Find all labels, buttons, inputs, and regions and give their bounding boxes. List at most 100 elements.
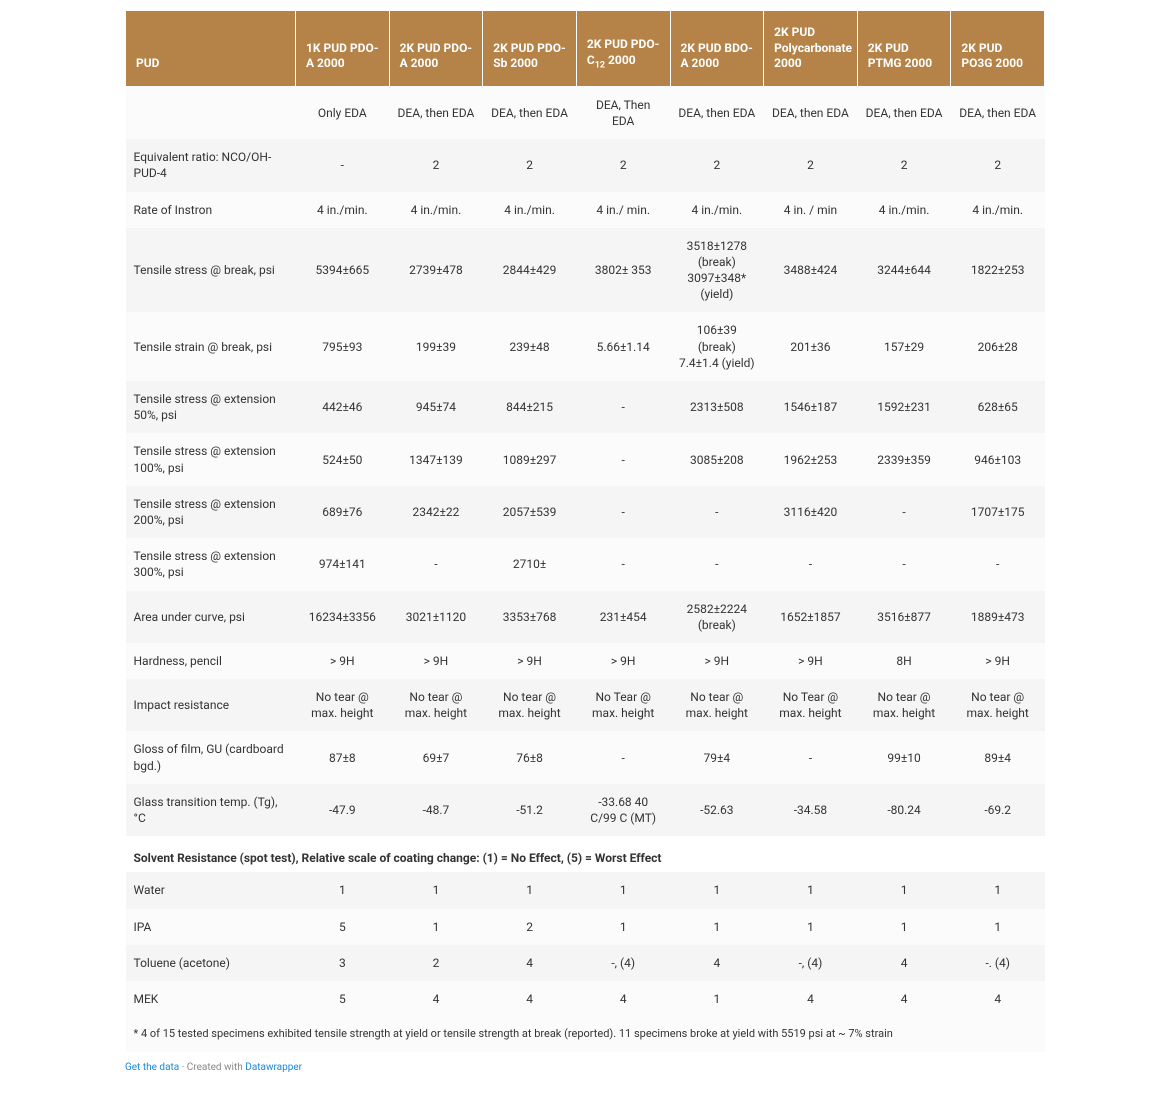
- data-cell: 1: [670, 909, 764, 945]
- data-cell: 2844±429: [483, 228, 577, 313]
- data-cell: No Tear @ max. height: [764, 679, 858, 731]
- data-cell: 2: [576, 139, 670, 191]
- data-cell: 2339±359: [857, 433, 951, 485]
- data-cell: -: [951, 538, 1045, 590]
- data-cell: 69±7: [389, 731, 483, 783]
- data-cell: 2: [857, 139, 951, 191]
- data-cell: 4: [670, 945, 764, 981]
- data-cell: 628±65: [951, 381, 1045, 433]
- data-cell: -: [576, 731, 670, 783]
- data-cell: 1592±231: [857, 381, 951, 433]
- data-cell: -33.68 40 C/99 C (MT): [576, 784, 670, 836]
- table-row: Hardness, pencil> 9H> 9H> 9H> 9H> 9H> 9H…: [126, 643, 1045, 679]
- data-cell: -: [764, 731, 858, 783]
- data-cell: 4 in./min.: [951, 192, 1045, 228]
- data-cell: 79±4: [670, 731, 764, 783]
- table-footer: Get the data · Created with Datawrapper: [125, 1052, 1045, 1093]
- data-cell: 2: [389, 945, 483, 981]
- data-cell: No tear @ max. height: [483, 679, 577, 731]
- data-cell: No tear @ max. height: [296, 679, 390, 731]
- data-cell: -, (4): [764, 945, 858, 981]
- data-cell: 199±39: [389, 312, 483, 381]
- data-cell: 4 in./min.: [857, 192, 951, 228]
- data-cell: 5: [296, 981, 390, 1017]
- data-cell: 4: [483, 945, 577, 981]
- row-label: Rate of Instron: [126, 192, 296, 228]
- data-cell: 1707±175: [951, 486, 1045, 538]
- data-cell: 689±76: [296, 486, 390, 538]
- data-cell: -48.7: [389, 784, 483, 836]
- data-cell: 3353±768: [483, 591, 577, 643]
- row-label: IPA: [126, 909, 296, 945]
- data-cell: -: [576, 538, 670, 590]
- table-row: Gloss of film, GU (cardboard bgd.)87±869…: [126, 731, 1045, 783]
- data-cell: 157±29: [857, 312, 951, 381]
- row-label: Impact resistance: [126, 679, 296, 731]
- data-cell: 4: [576, 981, 670, 1017]
- row-label: Tensile stress @ extension 100%, psi: [126, 433, 296, 485]
- data-cell: > 9H: [483, 643, 577, 679]
- data-cell: 4: [951, 981, 1045, 1017]
- table-row: Toluene (acetone)324-, (4)4-, (4)4-. (4): [126, 945, 1045, 981]
- data-cell: -: [576, 486, 670, 538]
- data-cell: > 9H: [764, 643, 858, 679]
- header-cell: 2K PUD PDO-A 2000: [389, 11, 483, 87]
- data-cell: 89±4: [951, 731, 1045, 783]
- data-cell: 3516±877: [857, 591, 951, 643]
- header-cell: 1K PUD PDO-A 2000: [296, 11, 390, 87]
- data-cell: 1652±1857: [764, 591, 858, 643]
- data-cell: 4: [483, 981, 577, 1017]
- table-row: Only EDADEA, then EDADEA, then EDADEA, T…: [126, 86, 1045, 139]
- table-row: Tensile stress @ extension 50%, psi442±4…: [126, 381, 1045, 433]
- data-cell: 3518±1278 (break) 3097±348* (yield): [670, 228, 764, 313]
- data-cell: > 9H: [951, 643, 1045, 679]
- data-cell: -: [296, 139, 390, 191]
- data-cell: 795±93: [296, 312, 390, 381]
- data-cell: 945±74: [389, 381, 483, 433]
- table-container: PUD1K PUD PDO-A 20002K PUD PDO-A 2000 2K …: [125, 10, 1045, 1093]
- data-cell: 2342±22: [389, 486, 483, 538]
- data-cell: -: [576, 433, 670, 485]
- data-cell: 239±48: [483, 312, 577, 381]
- data-cell: No tear @ max. height: [857, 679, 951, 731]
- data-cell: DEA, Then EDA: [576, 86, 670, 139]
- table-row: IPA51211111: [126, 909, 1045, 945]
- data-cell: -. (4): [951, 945, 1045, 981]
- data-cell: 4 in./min.: [296, 192, 390, 228]
- header-cell: 2K PUD Polycarbonate 2000: [764, 11, 858, 87]
- data-cell: 2: [389, 139, 483, 191]
- data-cell: > 9H: [296, 643, 390, 679]
- data-cell: 524±50: [296, 433, 390, 485]
- data-cell: 2710±: [483, 538, 577, 590]
- data-cell: 8H: [857, 643, 951, 679]
- data-cell: -51.2: [483, 784, 577, 836]
- data-cell: 442±46: [296, 381, 390, 433]
- data-cell: 2739±478: [389, 228, 483, 313]
- table-row: Rate of Instron4 in./min.4 in./min.4 in.…: [126, 192, 1045, 228]
- footnote-text: * 4 of 15 tested specimens exhibited ten…: [126, 1017, 1045, 1052]
- data-cell: 2313±508: [670, 381, 764, 433]
- row-label: Tensile stress @ break, psi: [126, 228, 296, 313]
- data-cell: > 9H: [389, 643, 483, 679]
- header-cell: 2K PUD BDO-A 2000: [670, 11, 764, 87]
- data-cell: 1: [670, 981, 764, 1017]
- data-cell: 4: [857, 981, 951, 1017]
- table-row: Tensile stress @ extension 200%, psi689±…: [126, 486, 1045, 538]
- data-cell: DEA, then EDA: [483, 86, 577, 139]
- data-cell: 1889±473: [951, 591, 1045, 643]
- header-cell-pud: PUD: [126, 11, 296, 87]
- datawrapper-link[interactable]: Datawrapper: [245, 1062, 302, 1073]
- data-cell: 2: [951, 139, 1045, 191]
- row-label: Area under curve, psi: [126, 591, 296, 643]
- table-row: Tensile stress @ extension 100%, psi524±…: [126, 433, 1045, 485]
- row-label: Gloss of film, GU (cardboard bgd.): [126, 731, 296, 783]
- data-cell: 1: [951, 909, 1045, 945]
- data-cell: -: [857, 538, 951, 590]
- data-cell: No tear @ max. height: [670, 679, 764, 731]
- data-cell: 4 in./min.: [670, 192, 764, 228]
- data-cell: DEA, then EDA: [670, 86, 764, 139]
- table-row: Equivalent ratio: NCO/OH-PUD-4-2222222: [126, 139, 1045, 191]
- get-data-link[interactable]: Get the data: [125, 1062, 179, 1073]
- data-cell: -: [857, 486, 951, 538]
- data-cell: 1089±297: [483, 433, 577, 485]
